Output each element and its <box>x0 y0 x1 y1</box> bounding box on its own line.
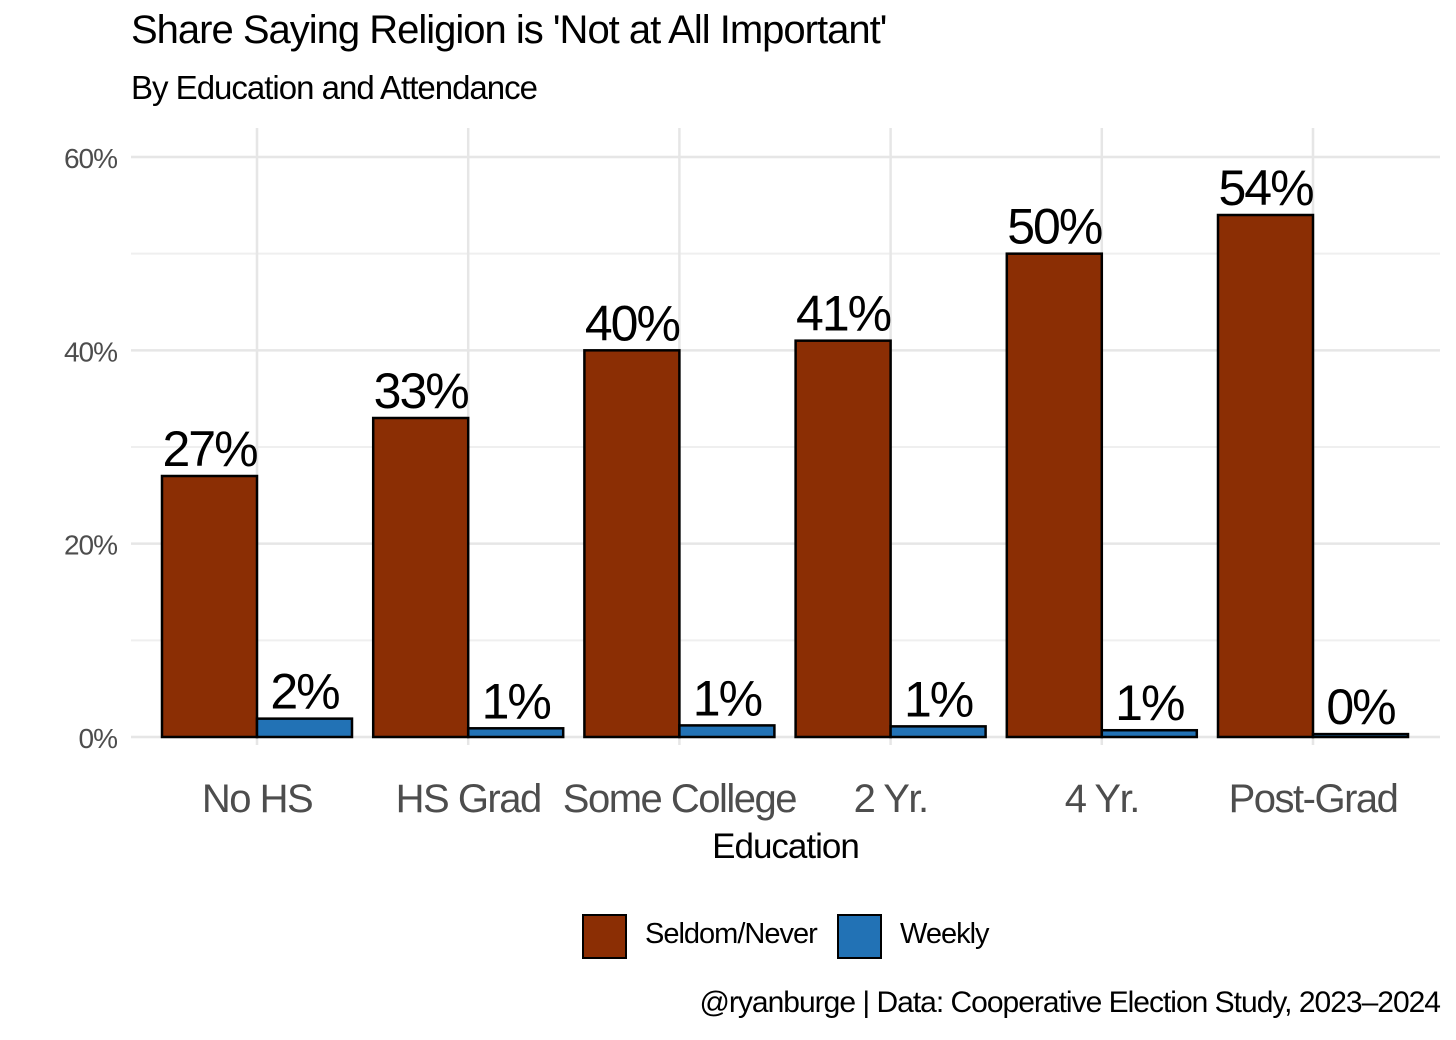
x-tick-label: Post-Grad <box>1229 777 1398 821</box>
bar-weekly <box>255 717 354 739</box>
bar-weekly <box>1100 728 1199 739</box>
bar-data-label: 1% <box>482 673 551 729</box>
bar-data-label: 40% <box>585 295 680 351</box>
bar-data-label: 50% <box>1007 199 1102 255</box>
chart-caption: @ryanburge | Data: Cooperative Election … <box>699 986 1441 1019</box>
y-tick-label: 20% <box>64 530 117 561</box>
chart-subtitle: By Education and Attendance <box>131 69 538 106</box>
bar-data-label: 0% <box>1326 679 1395 735</box>
chart-title: Share Saying Religion is 'Not at All Imp… <box>131 8 887 52</box>
bar-data-label: 27% <box>162 421 257 477</box>
x-tick-label: Some College <box>563 777 797 821</box>
bar-data-label: 33% <box>374 363 469 419</box>
x-tick-label: 2 Yr. <box>854 777 928 821</box>
bar-weekly <box>466 727 565 739</box>
x-tick-label: No HS <box>202 777 312 821</box>
bar-seldom-never <box>371 416 470 739</box>
y-tick-label: 0% <box>79 723 118 754</box>
x-tick-label: HS Grad <box>396 777 541 821</box>
x-axis-title: Education <box>712 827 859 866</box>
bar-data-label: 1% <box>904 671 973 727</box>
legend-swatch-seldom-never <box>582 914 627 959</box>
legend-label-weekly: Weekly <box>900 918 990 950</box>
bar-data-label: 2% <box>270 664 339 720</box>
bar-weekly <box>889 725 987 739</box>
bar-seldom-never <box>794 339 892 739</box>
bar-seldom-never <box>160 474 259 739</box>
y-tick-label: 40% <box>64 336 117 367</box>
bar-data-label: 54% <box>1218 160 1313 216</box>
bar-weekly <box>1311 732 1410 739</box>
bar-seldom-never <box>1005 252 1104 739</box>
bar-chart: 0% 20% 40% 60% 27% 33% 40% 41% 50% 54% 2% 1% 1% 1% 1% 0… <box>64 128 1440 866</box>
chart-legend: Seldom/Never Weekly <box>0 912 1456 964</box>
x-tick-label: 4 Yr. <box>1065 777 1139 821</box>
bar-data-label: 1% <box>693 670 762 726</box>
y-tick-label: 60% <box>64 143 117 174</box>
bar-weekly <box>678 724 776 739</box>
bar-seldom-never <box>1216 213 1315 739</box>
legend-label-seldom-never: Seldom/Never <box>645 918 818 950</box>
bar-data-label: 41% <box>796 286 891 342</box>
bar-data-label: 1% <box>1115 675 1184 731</box>
bar-seldom-never <box>583 349 681 739</box>
legend-swatch-weekly <box>837 914 882 959</box>
